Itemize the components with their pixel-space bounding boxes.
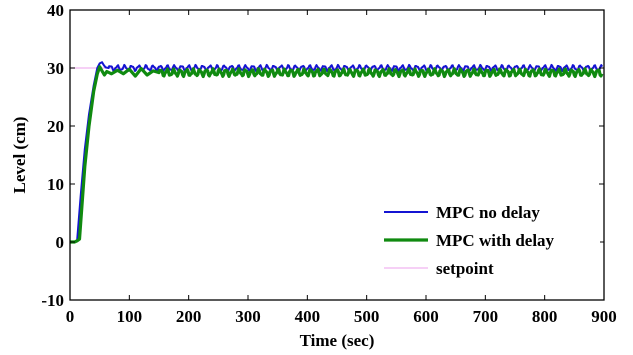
legend-label: setpoint	[436, 259, 494, 278]
x-tick-label: 400	[295, 307, 321, 326]
series-line-mpc-with-delay	[70, 65, 604, 244]
x-tick-label: 300	[235, 307, 261, 326]
y-tick-label: 40	[47, 1, 64, 20]
x-tick-label: 900	[591, 307, 617, 326]
x-tick-label: 800	[532, 307, 558, 326]
x-tick-label: 700	[473, 307, 499, 326]
legend-label: MPC no delay	[436, 203, 540, 222]
y-tick-label: -10	[41, 291, 64, 310]
x-axis-title: Time (sec)	[300, 331, 375, 350]
y-tick-label: 10	[47, 175, 64, 194]
legend-label: MPC with delay	[436, 231, 555, 250]
y-tick-label: 0	[56, 233, 65, 252]
legend: MPC no delay MPC with delay setpoint	[378, 196, 600, 288]
plot-area	[69, 9, 605, 301]
y-tick-label: 30	[47, 59, 64, 78]
x-tick-label: 600	[413, 307, 439, 326]
series-lines	[70, 61, 604, 244]
x-tick-label: 200	[176, 307, 202, 326]
x-tick-label: 500	[354, 307, 380, 326]
x-tick-label: 0	[66, 307, 75, 326]
y-tick-label: 20	[47, 117, 64, 136]
x-tick-label: 100	[117, 307, 143, 326]
y-axis-title: Level (cm)	[10, 117, 29, 194]
